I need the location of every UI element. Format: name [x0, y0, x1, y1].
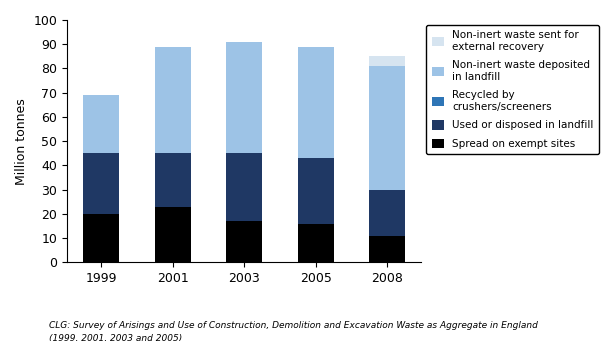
Bar: [155, 207, 190, 262]
Bar: [227, 42, 262, 153]
Bar: [227, 221, 262, 262]
Bar: [369, 236, 405, 262]
Bar: [298, 158, 333, 224]
Bar: [84, 95, 119, 153]
Bar: [155, 47, 190, 153]
Bar: [227, 153, 262, 221]
Bar: [155, 153, 190, 207]
Bar: [298, 224, 333, 262]
Legend: Non-inert waste sent for
external recovery, Non-inert waste deposited
in landfil: Non-inert waste sent for external recove…: [426, 25, 599, 154]
Bar: [298, 47, 333, 158]
Bar: [84, 153, 119, 214]
Bar: [369, 190, 405, 236]
Text: CLG: Survey of Arisings and Use of Construction, Demolition and Excavation Waste: CLG: Survey of Arisings and Use of Const…: [49, 321, 538, 329]
Text: (1999, 2001, 2003 and 2005): (1999, 2001, 2003 and 2005): [49, 334, 182, 341]
Y-axis label: Million tonnes: Million tonnes: [15, 98, 28, 184]
Bar: [84, 214, 119, 262]
Bar: [369, 56, 405, 66]
Bar: [369, 66, 405, 190]
